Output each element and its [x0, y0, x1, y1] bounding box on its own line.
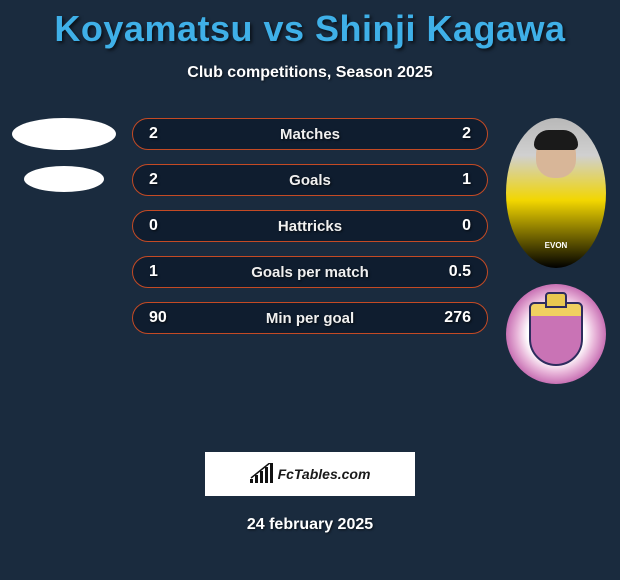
page-subtitle: Club competitions, Season 2025 — [0, 64, 620, 82]
player-left-badge-placeholder — [24, 166, 104, 192]
stats-table: 2 Matches 2 2 Goals 1 0 Hattricks 0 1 Go… — [132, 118, 488, 334]
club-shield-icon — [529, 302, 583, 366]
stat-label: Goals per match — [133, 264, 487, 281]
bar-chart-icon — [250, 463, 274, 485]
page-title: Koyamatsu vs Shinji Kagawa — [0, 0, 620, 50]
jersey-sponsor-text: EVON — [506, 241, 606, 250]
stat-row-goals: 2 Goals 1 — [132, 164, 488, 196]
stat-row-goals-per-match: 1 Goals per match 0.5 — [132, 256, 488, 288]
stat-label: Goals — [133, 172, 487, 189]
stat-row-hattricks: 0 Hattricks 0 — [132, 210, 488, 242]
stat-right-value: 1 — [462, 171, 471, 189]
comparison-content: 2 Matches 2 2 Goals 1 0 Hattricks 0 1 Go… — [0, 118, 620, 384]
stat-right-value: 0 — [462, 217, 471, 235]
page-date: 24 february 2025 — [0, 516, 620, 534]
stat-right-value: 276 — [444, 309, 471, 327]
player-right-club-badge — [506, 284, 606, 384]
player-left-column — [4, 118, 124, 192]
stat-row-matches: 2 Matches 2 — [132, 118, 488, 150]
stat-right-value: 0.5 — [449, 263, 471, 281]
player-right-avatar: EVON — [506, 118, 606, 268]
brand-name: FcTables.com — [278, 466, 371, 482]
player-left-avatar-placeholder — [12, 118, 116, 150]
stat-right-value: 2 — [462, 125, 471, 143]
stat-label: Matches — [133, 126, 487, 143]
stat-row-min-per-goal: 90 Min per goal 276 — [132, 302, 488, 334]
stat-label: Hattricks — [133, 218, 487, 235]
stat-label: Min per goal — [133, 310, 487, 327]
player-right-column: EVON — [496, 118, 616, 384]
brand-attribution: FcTables.com — [205, 452, 415, 496]
